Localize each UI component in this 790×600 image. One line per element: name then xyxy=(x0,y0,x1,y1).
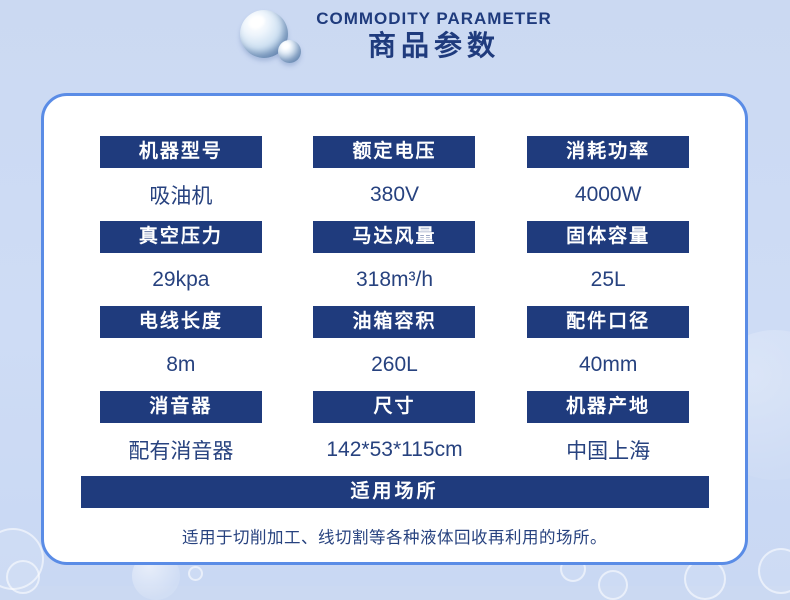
param-cell-power-consumption: 消耗功率 4000W xyxy=(501,136,715,221)
param-cell-dimensions: 尺寸 142*53*115cm xyxy=(288,391,502,476)
param-label: 马达风量 xyxy=(313,221,476,253)
param-label: 适用场所 xyxy=(80,476,709,508)
param-value: 吸油机 xyxy=(149,184,213,208)
bubble-decoration xyxy=(758,548,790,594)
param-cell-fitting-diameter: 配件口径 40mm xyxy=(501,306,715,391)
param-value: 318m³/h xyxy=(355,267,434,291)
bubble-decoration xyxy=(598,570,628,600)
param-cell-machine-model: 机器型号 吸油机 xyxy=(74,136,288,221)
param-cell-applicable-places: 适用场所 适用于切削加工、线切割等各种液体回收再利用的场所。 xyxy=(74,476,715,548)
param-value: 260L xyxy=(371,352,418,376)
param-label: 尺寸 xyxy=(313,391,476,423)
param-value: 中国上海 xyxy=(566,439,651,463)
water-droplet-icon xyxy=(238,6,302,66)
param-label: 消音器 xyxy=(99,391,262,423)
param-label: 机器型号 xyxy=(99,136,262,168)
param-cell-solid-capacity: 固体容量 25L xyxy=(501,221,715,306)
page-title-zh: 商品参数 xyxy=(367,30,500,62)
param-cell-rated-voltage: 额定电压 380V xyxy=(288,136,502,221)
bubble-decoration xyxy=(0,528,44,590)
param-label: 配件口径 xyxy=(527,306,690,338)
param-value: 配有消音器 xyxy=(128,439,234,463)
bubble-decoration xyxy=(6,560,40,594)
page-title-en: COMMODITY PARAMETER xyxy=(316,8,552,28)
parameter-grid: 机器型号 吸油机 额定电压 380V 消耗功率 4000W 真空压力 29kpa… xyxy=(74,136,715,476)
param-value: 29kpa xyxy=(152,267,210,291)
param-label: 油箱容积 xyxy=(313,306,476,338)
param-label: 消耗功率 xyxy=(527,136,690,168)
param-cell-origin: 机器产地 中国上海 xyxy=(501,391,715,476)
param-value: 4000W xyxy=(574,182,642,206)
param-label: 真空压力 xyxy=(99,221,262,253)
param-cell-motor-airflow: 马达风量 318m³/h xyxy=(288,221,502,306)
param-value: 8m xyxy=(166,352,196,376)
param-cell-vacuum-pressure: 真空压力 29kpa xyxy=(74,221,288,306)
parameter-panel: 机器型号 吸油机 额定电压 380V 消耗功率 4000W 真空压力 29kpa… xyxy=(41,93,748,565)
title-block: COMMODITY PARAMETER 商品参数 xyxy=(316,8,552,62)
page: { "colors": { "navy": "#1f3b7d", "value"… xyxy=(0,0,790,586)
param-label: 机器产地 xyxy=(527,391,690,423)
param-value: 142*53*115cm xyxy=(326,437,463,461)
param-label: 固体容量 xyxy=(527,221,690,253)
param-value: 380V xyxy=(369,182,420,206)
param-value: 适用于切削加工、线切割等各种液体回收再利用的场所。 xyxy=(182,529,607,547)
water-droplet-small xyxy=(278,40,302,63)
param-cell-muffler: 消音器 配有消音器 xyxy=(74,391,288,476)
param-cell-tank-volume: 油箱容积 260L xyxy=(288,306,502,391)
param-value: 25L xyxy=(590,267,626,291)
param-cell-cable-length: 电线长度 8m xyxy=(74,306,288,391)
bubble-decoration xyxy=(188,566,203,581)
param-value: 40mm xyxy=(578,352,638,376)
param-label: 电线长度 xyxy=(99,306,262,338)
page-header: COMMODITY PARAMETER 商品参数 xyxy=(0,6,790,66)
param-label: 额定电压 xyxy=(313,136,476,168)
